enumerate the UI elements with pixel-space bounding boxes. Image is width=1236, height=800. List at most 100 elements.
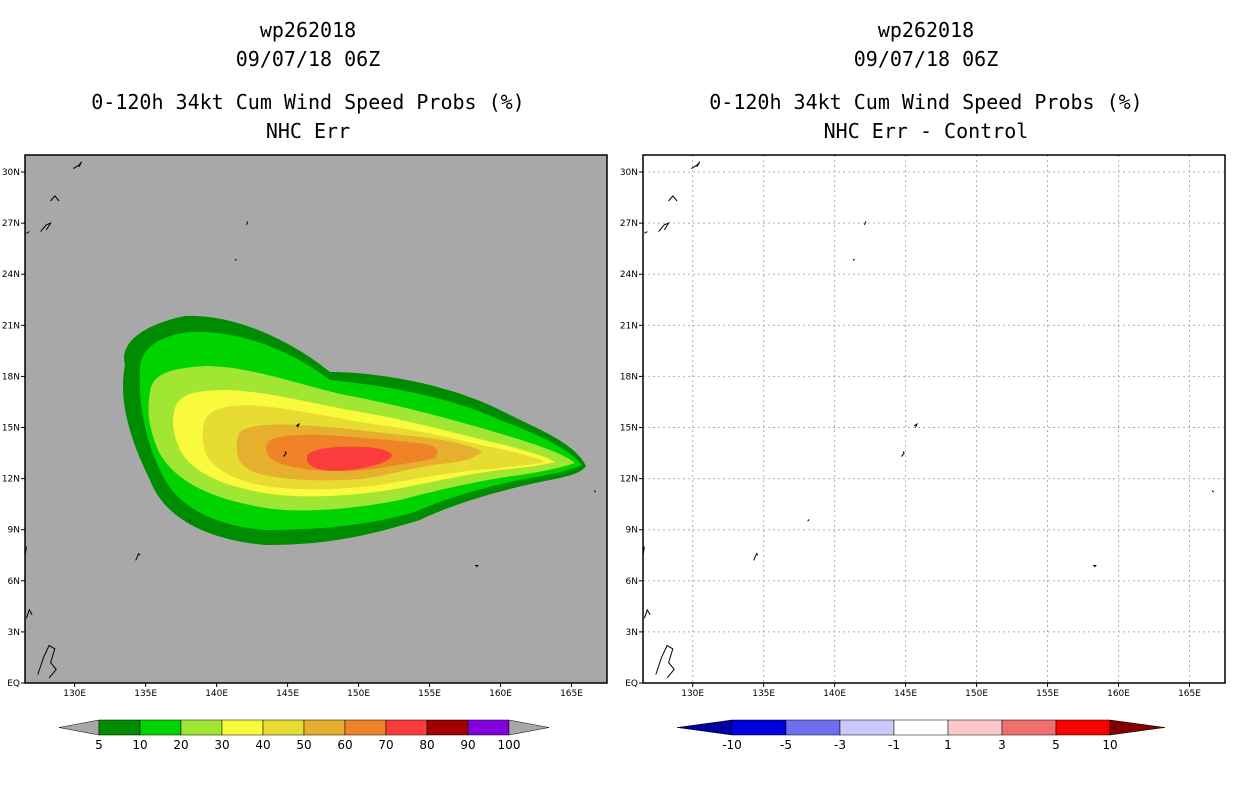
lon-tick-label: 150E: [347, 689, 370, 699]
right-chart-subtitle: NHC Err - Control: [823, 119, 1029, 143]
colorbar-swatch: [303, 719, 346, 736]
coastline: [643, 608, 651, 619]
colorbar-label: 30: [214, 738, 229, 752]
colorbar-label: -3: [834, 738, 846, 752]
coastline: [40, 222, 52, 232]
coastline: [658, 222, 670, 232]
lat-tick-label: 24N: [620, 270, 638, 280]
left-storm-id: wp262018: [259, 18, 357, 42]
coastline: [655, 644, 675, 679]
lat-tick-label: EQ: [625, 679, 638, 689]
lat-tick-label: 24N: [2, 270, 20, 280]
colorbar-end-right: [508, 719, 550, 736]
colorbar-swatch: [893, 719, 949, 736]
coastline: [863, 221, 867, 226]
right-map: 130E 135E 140E 145E 150E 155E 160E 165E EQ 3N 6N 9N…: [620, 154, 1226, 699]
coastline: [245, 221, 249, 226]
colorbar-swatch: [139, 719, 182, 736]
colorbar-swatch: [947, 719, 1003, 736]
lat-tick-label: 9N: [626, 526, 638, 536]
colorbar-end-left: [58, 719, 100, 736]
colorbar-label: 3: [998, 738, 1006, 752]
lat-tick-label: 15N: [2, 424, 20, 434]
colorbar-label: 5: [95, 738, 103, 752]
colorbar-swatch: [1001, 719, 1057, 736]
lat-tick-label: 12N: [2, 475, 20, 485]
coastline: [189, 519, 192, 522]
coastline: [1211, 490, 1214, 493]
colorbar-label: -5: [780, 738, 792, 752]
lat-tick-label: EQ: [7, 679, 20, 689]
lon-tick-label: 155E: [418, 689, 441, 699]
lon-tick-label: 155E: [1036, 689, 1059, 699]
colorbar-swatch: [344, 719, 387, 736]
lat-tick-label: 3N: [8, 628, 20, 638]
left-chart-title: 0-120h 34kt Cum Wind Speed Probs (%): [91, 90, 525, 114]
coastline: [475, 565, 479, 568]
coastline: [668, 195, 678, 202]
colorbar-label: 5: [1052, 738, 1060, 752]
lon-tick-label: 135E: [752, 689, 775, 699]
lon-tick-label: 160E: [1107, 689, 1130, 699]
right-axis-ticks: 130E 135E 140E 145E 150E 155E 160E 165E EQ 3N 6N 9N…: [620, 168, 1201, 699]
colorbar-label: 50: [296, 738, 311, 752]
lon-tick-label: 140E: [205, 689, 228, 699]
left-map-frame: [24, 154, 608, 684]
left-datetime: 09/07/18 06Z: [235, 47, 381, 71]
colorbar-label: 20: [173, 738, 188, 752]
coastline: [26, 231, 30, 234]
colorbar-label: -10: [722, 738, 742, 752]
left-axis-ticks: 130E 135E 140E 145E 150E 155E 160E 165E EQ 3N 6N 9N…: [2, 168, 583, 699]
colorbar-label: 60: [337, 738, 352, 752]
left-colorbar: 5 10 20 30 40 50 60 70 80 90 100: [58, 719, 550, 752]
colorbar-swatch: [385, 719, 428, 736]
left-map: 130E 135E 140E 145E 150E 155E 160E 165E EQ 3N 6N 9N…: [2, 154, 608, 699]
lat-tick-label: 3N: [626, 628, 638, 638]
lat-tick-label: 21N: [2, 321, 20, 331]
colorbar-swatch: [180, 719, 223, 736]
lon-tick-label: 140E: [823, 689, 846, 699]
right-datetime: 09/07/18 06Z: [853, 47, 999, 71]
coastline: [913, 422, 919, 428]
colorbar-end-right: [1109, 719, 1166, 736]
coastline: [73, 161, 83, 170]
left-panel-title: wp262018 09/07/18 06Z 0-120h 34kt Cum Wi…: [28, 16, 588, 146]
right-colorbar: -10 -5 -3 -1 1 3 5 10: [676, 719, 1166, 752]
colorbar-swatch: [731, 719, 787, 736]
lon-tick-label: 145E: [894, 689, 917, 699]
colorbar-swatch: [839, 719, 895, 736]
lon-tick-label: 135E: [134, 689, 157, 699]
right-map-grid: [643, 155, 1225, 683]
left-chart-subtitle: NHC Err: [265, 119, 351, 143]
coastline: [283, 451, 287, 457]
right-coastlines: [642, 161, 1214, 679]
lat-tick-label: 18N: [2, 372, 20, 382]
lat-tick-label: 15N: [620, 424, 638, 434]
lon-tick-label: 165E: [560, 689, 583, 699]
right-map-background: [643, 155, 1225, 683]
colorbar-swatch: [426, 719, 469, 736]
coastline: [25, 608, 33, 619]
lon-tick-label: 130E: [63, 689, 86, 699]
coastline: [753, 552, 759, 561]
lon-tick-label: 150E: [965, 689, 988, 699]
coastline: [50, 195, 60, 202]
lon-tick-label: 160E: [489, 689, 512, 699]
colorbar-swatch: [785, 719, 841, 736]
right-map-frame: [642, 154, 1226, 684]
coastline: [135, 552, 141, 561]
lat-tick-label: 27N: [2, 219, 20, 229]
colorbar-label: 80: [419, 738, 434, 752]
colorbar-end-left: [676, 719, 733, 736]
colorbar-label: 90: [460, 738, 475, 752]
lat-tick-label: 27N: [620, 219, 638, 229]
right-chart-title: 0-120h 34kt Cum Wind Speed Probs (%): [709, 90, 1143, 114]
lat-tick-label: 21N: [620, 321, 638, 331]
colorbar-swatch: [98, 719, 141, 736]
colorbar-label: 70: [378, 738, 393, 752]
coastline: [901, 451, 905, 457]
colorbar-label: 40: [255, 738, 270, 752]
lat-tick-label: 30N: [2, 168, 20, 178]
lat-tick-label: 9N: [8, 526, 20, 536]
